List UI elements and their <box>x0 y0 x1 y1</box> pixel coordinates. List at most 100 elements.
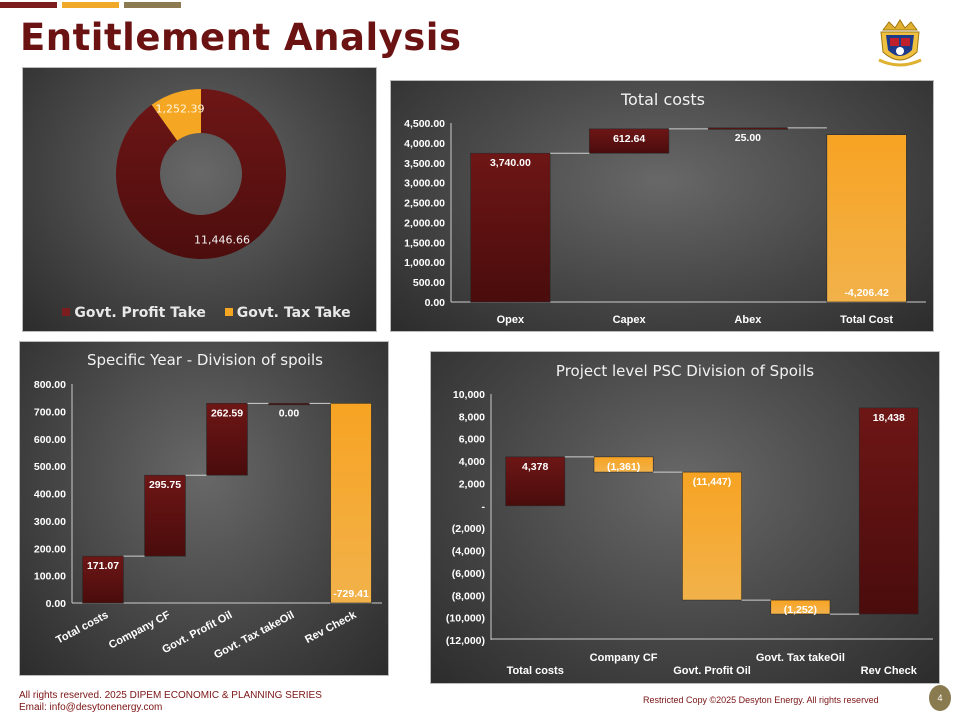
y-tick-label: 10,000 <box>453 389 485 401</box>
x-category-label-4: Rev Check <box>861 665 918 677</box>
y-tick-label: 0.00 <box>46 598 67 610</box>
footer-rights: All rights reserved. 2025 DIPEM ECONOMIC… <box>19 690 322 701</box>
data-label-3: (1,252) <box>784 604 817 616</box>
data-label-2: 25.00 <box>735 132 761 144</box>
bar-1 <box>589 128 670 154</box>
donut-chart-panel: 11,446.66 1,252.39 Govt. Profit Take Govt… <box>22 67 377 332</box>
y-tick-label: 600.00 <box>34 434 66 446</box>
bar-2 <box>707 127 788 130</box>
y-tick-label: 400.00 <box>34 489 66 501</box>
data-label-1: 612.64 <box>613 133 645 145</box>
x-category-label-0: Total costs <box>507 665 564 677</box>
data-label-0: 171.07 <box>87 560 119 572</box>
total-costs-chart-panel: Total costs 0.00 500.00 1,000.00 1,500.00 2,0… <box>390 80 934 332</box>
project-level-chart-panel: Project level PSC Division of Spoils (12,… <box>430 351 940 684</box>
bar-4 <box>330 403 372 604</box>
x-category-label-3: Total Cost <box>840 314 893 326</box>
legend-swatch-tax <box>224 308 233 316</box>
data-label-4: 18,438 <box>873 412 905 424</box>
crest-icon <box>878 19 922 67</box>
y-tick-label: (6,000) <box>452 568 485 580</box>
chart-title: Specific Year - Division of spoils <box>87 351 323 369</box>
y-tick-label: (4,000) <box>452 546 485 558</box>
specific-year-chart: Specific Year - Division of spoils 0.00 10… <box>34 351 382 661</box>
y-tick-label: 4,500.00 <box>404 118 445 130</box>
page-title: Entitlement Analysis <box>20 16 462 59</box>
donut-data-label-1: 1,252.39 <box>155 102 204 115</box>
bar-3 <box>826 134 907 303</box>
y-tick-label: (2,000) <box>452 523 485 535</box>
donut-data-label-0: 11,446.66 <box>194 234 250 247</box>
bar-4 <box>858 407 919 615</box>
y-tick-label: 200.00 <box>34 543 66 555</box>
chart-title: Project level PSC Division of Spoils <box>556 362 814 380</box>
data-label-2: (11,447) <box>693 476 732 488</box>
y-tick-label: 800.00 <box>34 379 66 391</box>
donut-slice-1 <box>151 89 201 141</box>
x-category-label-3: Govt. Tax takeOil <box>756 652 845 664</box>
bar-0 <box>82 555 124 604</box>
bar-2 <box>682 471 742 601</box>
legend-label-profit: Govt. Profit Take <box>74 305 206 321</box>
data-label-0: 3,740.00 <box>490 157 531 169</box>
bar-1 <box>144 474 186 557</box>
bar-3 <box>268 403 310 406</box>
legend-label-tax: Govt. Tax Take <box>236 305 351 321</box>
y-tick-label: 2,000 <box>459 478 485 490</box>
donut-legend: Govt. Profit Take Govt. Tax Take <box>23 305 376 321</box>
donut-chart: 11,446.66 1,252.39 <box>115 89 287 259</box>
y-tick-label: 8,000 <box>459 411 485 423</box>
data-label-2: 262.59 <box>211 407 243 419</box>
y-tick-label: (10,000) <box>446 613 485 625</box>
y-tick-label: 2,000.00 <box>404 217 445 229</box>
x-category-label-1: Company CF <box>590 652 658 664</box>
x-category-label-4: Rev Check <box>303 609 359 646</box>
total-costs-chart: Total costs 0.00 500.00 1,000.00 1,500.00 2,0… <box>404 90 926 326</box>
data-label-1: 295.75 <box>149 479 181 491</box>
y-tick-label: 4,000 <box>459 456 485 468</box>
y-tick-label: 2,500.00 <box>404 198 445 210</box>
data-label-3: -4,206.42 <box>844 287 889 299</box>
accent-bar-2 <box>62 2 119 8</box>
bar-0 <box>505 456 566 507</box>
x-category-label-2: Abex <box>734 314 762 326</box>
y-tick-label: 1,500.00 <box>404 237 445 249</box>
y-tick-label: 0.00 <box>425 297 446 309</box>
x-category-label-2: Govt. Profit Oil <box>673 665 751 677</box>
data-label-0: 4,378 <box>522 461 548 473</box>
x-category-label-1: Capex <box>613 314 647 326</box>
chart-title: Total costs <box>620 90 705 109</box>
bar-3 <box>770 599 831 615</box>
y-tick-label: 6,000 <box>459 434 485 446</box>
y-tick-label: 1,000.00 <box>404 257 445 269</box>
specific-year-chart-panel: Specific Year - Division of spoils 0.00 10… <box>19 341 389 676</box>
legend-swatch-profit <box>62 308 71 316</box>
page-number: 4 <box>929 685 951 711</box>
y-tick-label: 500.00 <box>413 277 445 289</box>
footer-left: All rights reserved. 2025 DIPEM ECONOMIC… <box>19 690 322 714</box>
y-tick-label: 100.00 <box>34 571 66 583</box>
y-tick-label: 700.00 <box>34 406 66 418</box>
y-tick-label: - <box>482 501 486 513</box>
y-tick-label: (8,000) <box>452 590 485 602</box>
donut-slice-0 <box>115 89 287 259</box>
x-category-label-0: Opex <box>497 314 525 326</box>
y-tick-label: 4,000.00 <box>404 138 445 150</box>
y-tick-label: 3,500.00 <box>404 158 445 170</box>
y-tick-label: (12,000) <box>446 635 485 647</box>
project-level-chart: Project level PSC Division of Spoils (12,… <box>446 362 933 677</box>
y-tick-label: 3,000.00 <box>404 178 445 190</box>
bar-2 <box>206 403 248 476</box>
footer-email: Email: info@desytonenergy.com <box>19 702 163 713</box>
data-label-1: (1,361) <box>607 461 640 473</box>
accent-bar-3 <box>124 2 181 8</box>
bar-0 <box>470 152 551 303</box>
data-label-3: 0.00 <box>279 407 300 419</box>
footer-copyright: Restricted Copy ©2025 Desyton Energy. Al… <box>643 695 879 705</box>
bar-1 <box>593 456 654 473</box>
data-label-4: -729.41 <box>333 588 369 600</box>
y-tick-label: 300.00 <box>34 516 66 528</box>
x-category-label-0: Total costs <box>54 609 110 646</box>
y-tick-label: 500.00 <box>34 461 66 473</box>
accent-bar-1 <box>0 2 57 8</box>
